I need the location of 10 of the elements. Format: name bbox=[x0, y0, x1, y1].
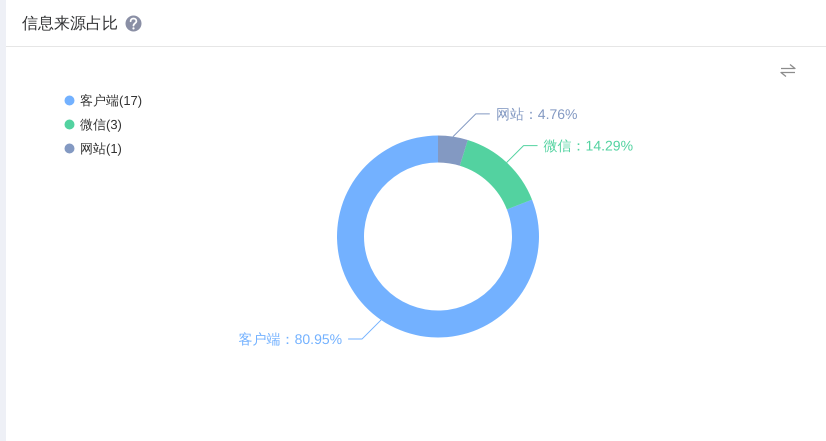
legend-item: 微信(3) bbox=[64, 117, 122, 132]
legend-label: 客户端(17) bbox=[80, 93, 142, 108]
legend-label: 网站(1) bbox=[80, 141, 122, 156]
legend-item: 客户端(17) bbox=[64, 93, 142, 108]
data-label: 微信：14.29% bbox=[544, 138, 634, 154]
legend-item: 网站(1) bbox=[64, 141, 122, 156]
title: 信息来源占比 bbox=[22, 16, 118, 32]
legend-label: 微信(3) bbox=[80, 117, 122, 132]
data-label: 网站：4.76% bbox=[496, 106, 578, 122]
data-label: 客户端：80.95% bbox=[238, 330, 342, 347]
